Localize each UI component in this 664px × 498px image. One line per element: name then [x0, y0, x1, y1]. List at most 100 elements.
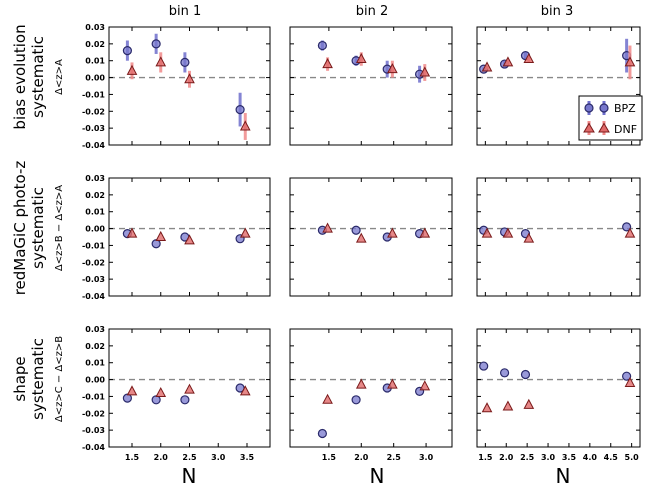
panel-r1-c0-ytick-label-5: -0.02 [82, 258, 105, 267]
panel-r2-c2-xtick-label-6: 4.5 [604, 453, 619, 462]
panel-r1-c2-dnf-point-2 [523, 232, 535, 243]
panel-r0-c0-ytick-label-1: 0.02 [85, 40, 105, 49]
panel-r1-c1-frame [289, 177, 453, 297]
panel-r2-c1-xtick-label-0: 1.5 [322, 453, 337, 462]
panel-r1-c0: 0.03 0.02 0.01 0.00 -0.01 -0.02 -0.03 -0.04 [82, 174, 271, 301]
panel-r1-c0-dnf-point-2 [184, 234, 195, 245]
panel-r2-c1-bpz-point-0 [317, 428, 327, 439]
panels: 0.03 0.02 0.01 0.00 -0.01 -0.02 -0.03 -0.04 0.03… [82, 23, 641, 462]
panel-r0-c0-ytick-label-4: -0.01 [82, 90, 105, 99]
panel-r2-c2-bpz-point-2 [520, 369, 531, 380]
panel-r2-c0-dnf-point-3 [239, 385, 251, 396]
panel-r1-c2-bpz-point-3 [622, 222, 632, 232]
panel-r1-c2 [476, 177, 641, 297]
panel-r0-c1-dnf-point-2 [387, 63, 398, 74]
panel-r1-c1-dnf-point-3 [419, 227, 431, 238]
column-title-bin-2: bin 2 [356, 4, 389, 19]
row-label-1-line2: systematic [29, 187, 47, 269]
panel-r0-c2 [476, 26, 641, 146]
panel-r0-c0-ytick-label-6: -0.03 [82, 124, 105, 133]
panel-r2-c2-xtick-label-1: 2.0 [499, 453, 514, 462]
panel-r2-c2-bpz-point-0 [479, 361, 489, 371]
panel-r1-c0-frame [108, 177, 271, 297]
panel-r1-c0-ytick-label-1: 0.02 [85, 191, 105, 200]
row-label-1-line1: redMaGiC photo-z [11, 161, 29, 296]
panel-r1-c2-dnf-point-0 [481, 227, 493, 238]
panel-r1-c0-ytick-label-7: -0.04 [82, 292, 105, 301]
panel-r2-c2: 1.5 2.0 2.5 3.0 3.5 4.0 4.5 5.0 [476, 328, 641, 462]
panel-r2-c0-ytick-label-5: -0.02 [82, 409, 105, 418]
legend-dnf-label: DNF [614, 123, 637, 136]
panel-r2-c0-bpz-point-2 [180, 395, 190, 405]
panel-r2-c0-dnf-point-0 [126, 385, 138, 396]
panel-r0-c0-dnf-point-0 [126, 64, 138, 75]
panel-r1-c0-dnf-point-1 [155, 230, 167, 241]
panel-r0-c2-dnf-point-2 [523, 52, 535, 64]
legend-dnf-marker-2 [598, 122, 610, 133]
panel-r2-c2-xtick-label-5: 4.0 [583, 453, 598, 462]
panel-r2-c2-bpz-point-1 [499, 368, 510, 378]
panel-r2-c2-xtick-label-3: 3.0 [541, 453, 556, 462]
panel-r2-c0: 0.03 0.02 0.01 0.00 -0.01 -0.02 -0.03 -0.04 1.5 2… [82, 325, 271, 462]
panel-r2-c0-dnf-point-2 [184, 383, 195, 394]
panel-r2-c0-ytick-label-3: 0.00 [85, 376, 105, 385]
legend-bpz-marker [584, 103, 594, 113]
panel-r0-c0-bpz-point-3 [235, 104, 245, 115]
panel-r2-c2-dnf-point-0 [481, 402, 493, 413]
panel-r0-c0-frame [108, 26, 271, 146]
panel-r0-c1-bpz-point-0 [317, 40, 327, 51]
panel-r0-c0-ytick-label-2: 0.01 [85, 57, 105, 66]
row-label-2-line2: systematic [29, 338, 47, 420]
panel-r1-c2-dnf-point-1 [502, 227, 514, 238]
legend: BPZ DNF [578, 95, 643, 141]
panel-r2-c1: 1.5 2.0 2.5 3.0 [289, 328, 453, 462]
x-axis-label-bin-2: N [370, 464, 385, 488]
panel-r2-c2-bpz-point-3 [622, 371, 632, 381]
panel-r2-c2-xtick-label-4: 3.5 [562, 453, 577, 462]
column-title-bin-1: bin 1 [169, 4, 202, 19]
panel-r2-c1-dnf-point-1 [355, 378, 367, 389]
panel-r2-c0-xtick-label-3: 3.0 [211, 453, 226, 462]
legend-dnf-marker [583, 122, 595, 133]
column-title-bin-3: bin 3 [541, 4, 574, 19]
panel-r2-c0-xtick-label-4: 3.5 [240, 453, 255, 462]
row-label-2-line1: shape [11, 356, 29, 401]
panel-r0-c1-dnf-point-1 [355, 52, 367, 64]
panel-r0-c0-bpz-point-1 [151, 39, 161, 49]
panel-r2-c2-dnf-point-3 [624, 376, 636, 387]
panel-r0-c0-bpz-point-0 [122, 45, 133, 56]
panel-r1-c2-dnf-point-3 [624, 227, 636, 238]
panel-r2-c2-xtick-label-7: 5.0 [625, 453, 640, 462]
panel-r2-c0-ytick-label-6: -0.03 [82, 426, 105, 435]
panel-r1-c1-dnf-point-0 [322, 222, 333, 233]
panel-r2-c1-xtick-label-3: 3.0 [419, 453, 434, 462]
panel-r0-c2-dnf-point-0 [481, 61, 493, 72]
panel-r2-c2-dnf-point-2 [523, 398, 535, 409]
panel-r2-c0-ytick-label-2: 0.01 [85, 359, 105, 368]
panel-r1-c0-dnf-point-3 [239, 227, 251, 238]
row-label-1-delta: Δ<z>B − Δ<z>A [54, 185, 65, 271]
panel-r1-c1-bpz-point-1 [351, 225, 361, 235]
panel-r0-c2-dnf-point-1 [502, 56, 514, 67]
panel-r1-c0-ytick-label-0: 0.03 [85, 174, 105, 183]
x-axis-label-bin-1: N [182, 464, 197, 488]
panel-r2-c1-dnf-point-0 [322, 393, 333, 404]
row-label-0-line2: systematic [29, 36, 47, 118]
panel-r2-c1-frame [289, 328, 453, 448]
panel-r2-c0-ytick-label-1: 0.02 [85, 342, 105, 351]
panel-r2-c1-xtick-label-1: 2.0 [354, 453, 369, 462]
row-label-2-delta: Δ<z>C − Δ<z>B [54, 336, 65, 422]
row-label-0-delta: Δ<z>A [54, 59, 65, 95]
panel-r0-c0-ytick-label-0: 0.03 [85, 23, 105, 32]
row-label-0: bias evolution systematic Δ<z>A [11, 24, 65, 129]
panel-r0-c2-frame [476, 26, 641, 146]
panel-r2-c1-xtick-label-2: 2.5 [387, 453, 402, 462]
legend-bpz-marker-2 [599, 103, 609, 113]
panel-r0-c1-frame [289, 26, 453, 146]
row-label-1: redMaGiC photo-z systematic Δ<z>B − Δ<z>… [11, 161, 65, 296]
panel-r1-c2-frame [476, 177, 641, 297]
panel-r1-c1 [289, 177, 453, 297]
panel-r0-c0-dnf-point-2 [184, 73, 195, 84]
panel-r0-c0-bpz-point-2 [180, 57, 190, 68]
